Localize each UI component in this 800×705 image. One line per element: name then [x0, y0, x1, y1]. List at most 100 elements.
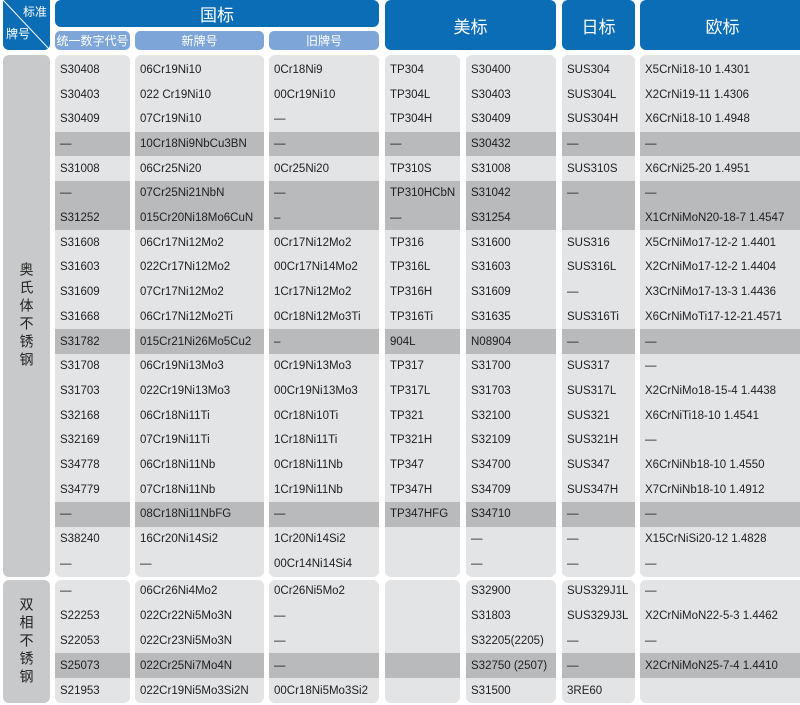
- header-en: 欧标: [640, 0, 800, 50]
- table-cell: X2CrNi19-11 1.4306: [645, 88, 749, 101]
- table-cell: S31042: [471, 187, 511, 200]
- table-cell: 022Cr25Ni7Mo4N: [140, 659, 233, 672]
- highlight-row-band: [135, 181, 264, 206]
- table-cell: 904L: [390, 335, 416, 348]
- highlight-row-band: [466, 502, 556, 527]
- table-cell: [385, 678, 460, 703]
- highlight-row-band: [466, 329, 556, 354]
- table-cell: 022Cr19Ni13Mo3: [140, 384, 231, 397]
- table-cell: X5CrNiMo17-12-2 1.4401: [645, 236, 777, 249]
- table-cell: 00Cr19Ni13Mo3: [274, 384, 358, 397]
- table-cell: —: [274, 187, 286, 200]
- table-cell: —: [274, 113, 286, 126]
- table-cell: —: [274, 659, 286, 672]
- table-cell: —: [645, 434, 657, 447]
- table-cell: S31635: [471, 310, 511, 323]
- highlight-row-band: [562, 502, 635, 527]
- table-cell: X2CrNiMoN25-7-4 1.4410: [645, 659, 778, 672]
- table-cell: —: [60, 187, 72, 200]
- table-cell: 022Cr19Ni5Mo3Si2N: [140, 684, 249, 697]
- table-cell: SUS317L: [567, 384, 617, 397]
- highlight-row-band: [135, 502, 264, 527]
- highlight-row-band: [466, 181, 556, 206]
- table-cell: SUS310S: [567, 162, 618, 175]
- highlight-row-band: [55, 205, 130, 231]
- highlight-row-band: [385, 205, 460, 231]
- table-cell: 0Cr18Ni10Ti: [274, 409, 339, 422]
- column-panel: [640, 580, 800, 703]
- header-astm: 美标: [385, 0, 556, 50]
- table-cell: S30409: [60, 113, 100, 126]
- table-cell: 08Cr18Ni11NbFG: [140, 508, 232, 521]
- table-cell: S34779: [60, 483, 100, 496]
- highlight-row-band: [135, 205, 264, 231]
- table-cell: 06Cr25Ni20: [140, 162, 202, 175]
- table-cell: 06Cr19Ni13Mo3: [140, 360, 224, 373]
- table-cell: 015Cr20Ni18Mo6CuN: [140, 212, 254, 225]
- table-cell: TP347: [390, 459, 424, 472]
- table-cell: —: [567, 286, 579, 299]
- table-cell: [385, 628, 460, 653]
- table-cell: N08904: [471, 335, 512, 348]
- highlight-row-band: [640, 205, 800, 231]
- table-cell: X6CrNiNb18-10 1.4550: [645, 459, 765, 472]
- table-cell: S31600: [471, 236, 511, 249]
- table-cell: 0Cr18Ni12Mo3Ti: [274, 310, 361, 323]
- highlight-row-band: [640, 329, 800, 354]
- table-cell: —: [274, 634, 286, 647]
- table-cell: —: [645, 360, 657, 373]
- table-cell: S31500: [471, 684, 511, 697]
- column-panel: [466, 580, 556, 703]
- table-cell: [385, 653, 460, 678]
- section-label: 双相不锈钢: [3, 580, 50, 703]
- table-cell: 06Cr17Ni12Mo2Ti: [140, 310, 233, 323]
- table-cell: —: [567, 137, 579, 150]
- corner-grade-label: 牌号: [6, 27, 31, 41]
- table-cell: 06Cr26Ni4Mo2: [140, 584, 218, 597]
- table-cell: 06Cr18Ni11Ti: [140, 409, 210, 422]
- table-cell: SUS316L: [567, 261, 617, 274]
- highlight-row-band: [562, 131, 635, 157]
- table-cell: S31708: [60, 360, 100, 373]
- highlight-row-band: [269, 205, 379, 231]
- table-cell: —: [567, 634, 579, 647]
- table-cell: S32900: [471, 584, 511, 597]
- table-cell: TP316: [390, 236, 424, 249]
- table-cell: 07Cr19Ni11Ti: [140, 434, 210, 447]
- table-cell: 0Cr17Ni12Mo2: [274, 236, 352, 249]
- subheader-uns-cn: 统一数字代号: [55, 31, 130, 50]
- table-cell: —: [645, 557, 657, 570]
- highlight-row-band: [55, 502, 130, 527]
- table-cell: —: [140, 557, 152, 570]
- table-cell: X6CrNi18-10 1.4948: [645, 113, 750, 126]
- table-cell: S34710: [471, 508, 511, 521]
- table-cell: TP347H: [390, 483, 433, 496]
- table-cell: —: [60, 584, 72, 597]
- column-panel: [55, 580, 130, 703]
- table-cell: TP321: [390, 409, 424, 422]
- table-cell: S31252: [60, 212, 100, 225]
- highlight-row-band: [385, 502, 460, 527]
- table-cell: —: [645, 634, 657, 647]
- subheader-new-grade: 新牌号: [135, 31, 264, 50]
- table-cell: 022Cr23Ni5Mo3N: [140, 634, 233, 647]
- highlight-row-band: [640, 502, 800, 527]
- table-cell: 06Cr19Ni10: [140, 63, 202, 76]
- table-cell: —: [274, 137, 286, 150]
- table-cell: S31254: [471, 212, 511, 225]
- section-label-text: 奥氏体不锈钢: [18, 262, 35, 370]
- table-cell: 07Cr25Ni21NbN: [140, 187, 225, 200]
- highlight-row-band: [269, 131, 379, 157]
- table-cell: S21953: [60, 684, 100, 697]
- table-cell: SUS347: [567, 459, 610, 472]
- table-cell: 06Cr18Ni11Nb: [140, 459, 216, 472]
- table-cell: TP304H: [390, 113, 433, 126]
- table-cell: —: [60, 508, 72, 521]
- table-cell: —: [471, 557, 483, 570]
- table-cell: S30408: [60, 63, 100, 76]
- header-gb: 国标: [55, 0, 379, 27]
- table-cell: 022Cr17Ni12Mo2: [140, 261, 231, 274]
- table-cell: —: [60, 557, 72, 570]
- table-cell: 0Cr25Ni20: [274, 162, 329, 175]
- table-cell: —: [390, 212, 402, 225]
